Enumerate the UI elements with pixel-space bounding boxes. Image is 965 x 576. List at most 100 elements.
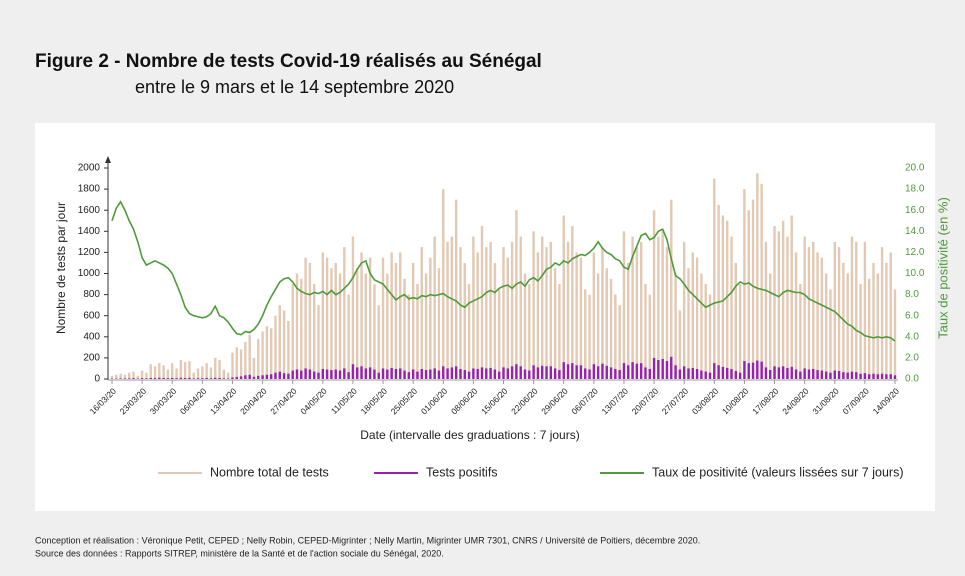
y-tick-label: 200 [83,353,100,364]
total-bar [274,315,277,379]
positive-bar [338,370,342,379]
total-bar [179,360,183,379]
total-bar [115,374,118,379]
positive-bar [764,367,768,379]
total-bar [158,363,161,379]
positive-bar [188,377,191,379]
total-bar [519,236,522,379]
positive-bar [657,360,660,379]
total-bar [153,366,157,379]
y-tick-label: 0 [94,374,100,385]
positive-bar [334,369,337,379]
positive-bar [829,372,832,379]
positive-bar [756,360,759,379]
total-bar [433,236,436,379]
positive-bar [674,365,677,379]
positive-bar [605,365,608,379]
positive-bar [867,374,871,379]
positive-bar [777,367,781,379]
total-bar [562,215,565,379]
total-bar [416,284,419,379]
y-tick-label: 1600 [78,205,101,216]
positive-bar [429,369,432,379]
positive-bar [287,373,290,379]
positive-bar [386,369,389,379]
positive-bar [880,373,884,379]
positive-bar [661,358,664,379]
positive-bar [454,366,458,379]
total-bar [497,289,501,379]
total-bar [119,373,122,379]
y-tick-label: 400 [83,331,100,342]
positive-bar [812,368,815,379]
total-bar [472,236,475,379]
total-bar [850,236,854,379]
total-bar [794,252,798,379]
chart-panel [35,123,935,511]
positive-bar [416,371,419,379]
positive-bar [799,371,802,379]
total-bar [639,241,643,379]
positive-bar [584,368,587,379]
y2-axis-title: Taux de positivité (en %) [935,197,950,339]
total-bar [644,284,647,379]
total-bar [386,273,389,379]
positive-bar [769,370,772,379]
total-bar [726,220,729,379]
positive-bar [321,368,325,379]
positive-bar [390,367,393,379]
total-bar [807,247,811,379]
total-bar [773,226,776,379]
y2-tick-label: 10.0 [905,268,925,279]
total-bar [747,210,750,379]
total-bar [588,294,591,379]
total-bar [351,236,355,379]
positive-bar [201,378,204,379]
total-bar [205,363,208,379]
total-bar [738,284,742,379]
footnote: Source des données : Rapports SITREP, mi… [35,548,444,558]
total-bar [799,284,802,379]
total-bar [700,273,703,379]
positive-bar [407,372,411,379]
total-bar [661,231,664,379]
total-bar [670,199,673,379]
legend-label: Tests positifs [426,465,498,479]
positive-bar [502,367,505,379]
positive-bar [631,362,634,379]
total-bar [411,262,415,379]
total-bar [214,357,217,379]
total-bar [287,320,290,379]
total-bar [536,252,540,379]
total-bar [300,278,303,379]
total-bar [751,199,755,379]
total-bar [502,247,505,379]
positive-bar [528,370,531,379]
total-bar [226,372,230,379]
positive-bar [497,371,501,379]
positive-bar [252,376,256,379]
positive-bar [695,368,699,379]
total-bar [584,289,587,379]
total-bar [855,241,858,379]
positive-bar [282,373,286,379]
total-bar [295,273,299,379]
total-bar [192,372,195,379]
total-bar [407,294,411,379]
positive-bar [313,371,316,379]
positive-bar [846,372,849,379]
total-bar [244,342,247,379]
positive-bar [381,368,385,379]
total-bar [480,226,484,379]
total-bar [429,257,432,379]
total-bar [183,362,187,379]
total-bar [541,236,544,379]
y2-tick-label: 14.0 [905,226,925,237]
total-bar [885,262,888,379]
total-bar [549,241,553,379]
total-bar [648,294,651,379]
positive-bar [183,377,187,379]
total-bar [149,364,152,379]
total-bar [377,305,380,379]
total-bar [803,236,806,379]
